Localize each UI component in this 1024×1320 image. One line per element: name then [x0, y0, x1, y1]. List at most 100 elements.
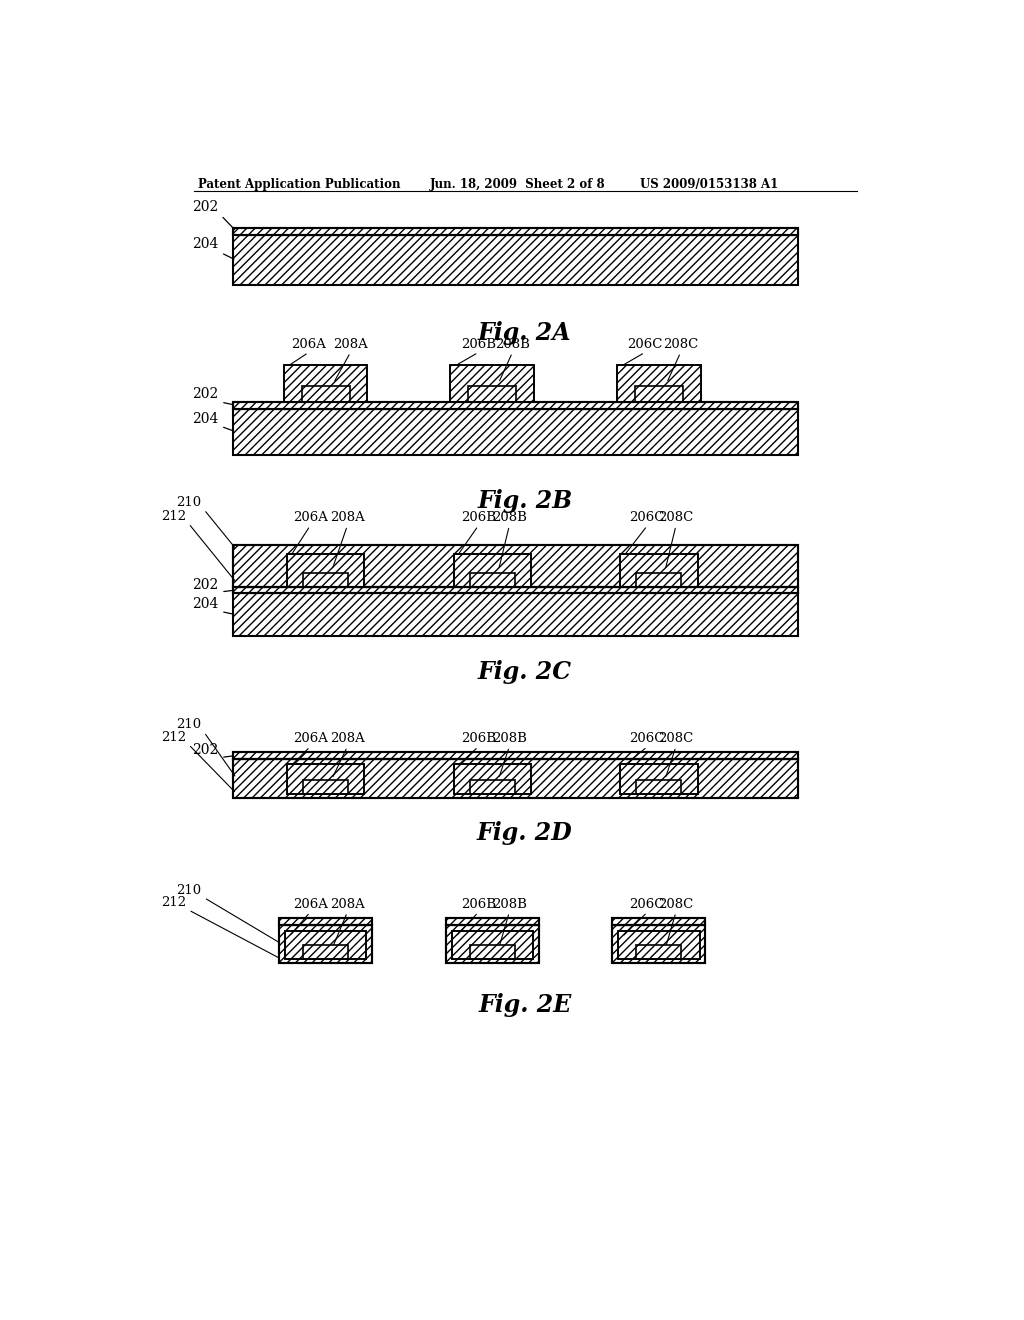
- Text: Fig. 2D: Fig. 2D: [477, 821, 572, 845]
- Text: 210: 210: [176, 718, 202, 731]
- Bar: [302, 387, 349, 401]
- Text: Fig. 2A: Fig. 2A: [478, 321, 571, 345]
- Bar: [618, 932, 699, 960]
- Bar: [232, 759, 799, 797]
- Bar: [445, 917, 539, 924]
- Text: 202: 202: [193, 743, 219, 758]
- Bar: [232, 227, 799, 235]
- Text: US 2009/0153138 A1: US 2009/0153138 A1: [640, 178, 778, 190]
- Text: 208B: 208B: [492, 733, 526, 744]
- Bar: [232, 594, 799, 636]
- Text: 202: 202: [193, 199, 219, 214]
- Bar: [470, 780, 515, 793]
- Text: 208A: 208A: [330, 733, 365, 744]
- Bar: [287, 764, 365, 793]
- Bar: [285, 932, 367, 960]
- Bar: [454, 764, 531, 793]
- Bar: [232, 235, 799, 285]
- Bar: [617, 364, 700, 401]
- Bar: [451, 364, 535, 401]
- Text: 208C: 208C: [658, 733, 693, 744]
- Bar: [454, 554, 531, 586]
- Bar: [445, 917, 539, 924]
- Bar: [232, 586, 799, 594]
- Text: 208C: 208C: [663, 338, 698, 351]
- Bar: [303, 573, 348, 586]
- Bar: [636, 945, 681, 960]
- Text: 208A: 208A: [330, 511, 365, 524]
- Bar: [621, 554, 697, 586]
- Text: 210: 210: [176, 884, 202, 896]
- Bar: [232, 401, 799, 409]
- Bar: [621, 764, 697, 793]
- Text: 206B: 206B: [461, 511, 496, 524]
- Bar: [612, 917, 706, 924]
- Text: 212: 212: [161, 510, 186, 523]
- Bar: [621, 554, 697, 586]
- Bar: [280, 917, 372, 924]
- Bar: [470, 573, 515, 586]
- Bar: [470, 945, 515, 960]
- Bar: [287, 554, 365, 586]
- Text: 206B: 206B: [461, 898, 496, 911]
- Text: 208B: 208B: [492, 511, 526, 524]
- Text: 206C: 206C: [630, 898, 665, 911]
- Bar: [232, 545, 799, 586]
- Text: 208C: 208C: [658, 511, 693, 524]
- Bar: [612, 917, 706, 924]
- Bar: [303, 780, 348, 793]
- Text: Patent Application Publication: Patent Application Publication: [198, 178, 400, 190]
- Bar: [617, 364, 700, 401]
- Bar: [621, 764, 697, 793]
- Bar: [232, 752, 799, 759]
- Bar: [636, 573, 681, 586]
- Bar: [452, 932, 532, 960]
- Bar: [454, 764, 531, 793]
- Bar: [232, 227, 799, 235]
- Bar: [280, 917, 372, 924]
- Text: 206B: 206B: [461, 338, 496, 351]
- Bar: [232, 409, 799, 455]
- Text: 204: 204: [193, 238, 219, 251]
- Bar: [284, 364, 368, 401]
- Bar: [287, 764, 365, 793]
- Bar: [635, 387, 683, 401]
- Bar: [468, 387, 516, 401]
- Text: 206C: 206C: [628, 338, 663, 351]
- Text: 204: 204: [193, 412, 219, 425]
- Text: 206B: 206B: [461, 733, 496, 744]
- Bar: [232, 401, 799, 409]
- Bar: [284, 364, 368, 401]
- Bar: [452, 932, 532, 960]
- Bar: [285, 932, 367, 960]
- Text: 206A: 206A: [291, 338, 326, 351]
- Bar: [232, 545, 799, 586]
- Bar: [445, 924, 539, 964]
- Text: Jun. 18, 2009  Sheet 2 of 8: Jun. 18, 2009 Sheet 2 of 8: [430, 178, 606, 190]
- Text: 202: 202: [193, 387, 219, 401]
- Text: 206A: 206A: [293, 898, 328, 911]
- Bar: [280, 924, 372, 964]
- Bar: [451, 364, 535, 401]
- Bar: [303, 945, 348, 960]
- Text: 212: 212: [161, 896, 186, 909]
- Text: 212: 212: [161, 730, 186, 743]
- Text: Fig. 2C: Fig. 2C: [478, 660, 571, 684]
- Bar: [445, 924, 539, 964]
- Bar: [287, 554, 365, 586]
- Text: 208B: 208B: [495, 338, 529, 351]
- Text: 204: 204: [193, 597, 219, 611]
- Bar: [232, 752, 799, 759]
- Bar: [454, 554, 531, 586]
- Bar: [612, 924, 706, 964]
- Text: 208A: 208A: [333, 338, 368, 351]
- Text: 206A: 206A: [293, 733, 328, 744]
- Text: 206C: 206C: [630, 733, 665, 744]
- Text: 206C: 206C: [630, 511, 665, 524]
- Text: Fig. 2E: Fig. 2E: [478, 993, 571, 1016]
- Text: 206A: 206A: [293, 511, 328, 524]
- Bar: [612, 924, 706, 964]
- Bar: [618, 932, 699, 960]
- Text: 202: 202: [193, 578, 219, 591]
- Bar: [636, 780, 681, 793]
